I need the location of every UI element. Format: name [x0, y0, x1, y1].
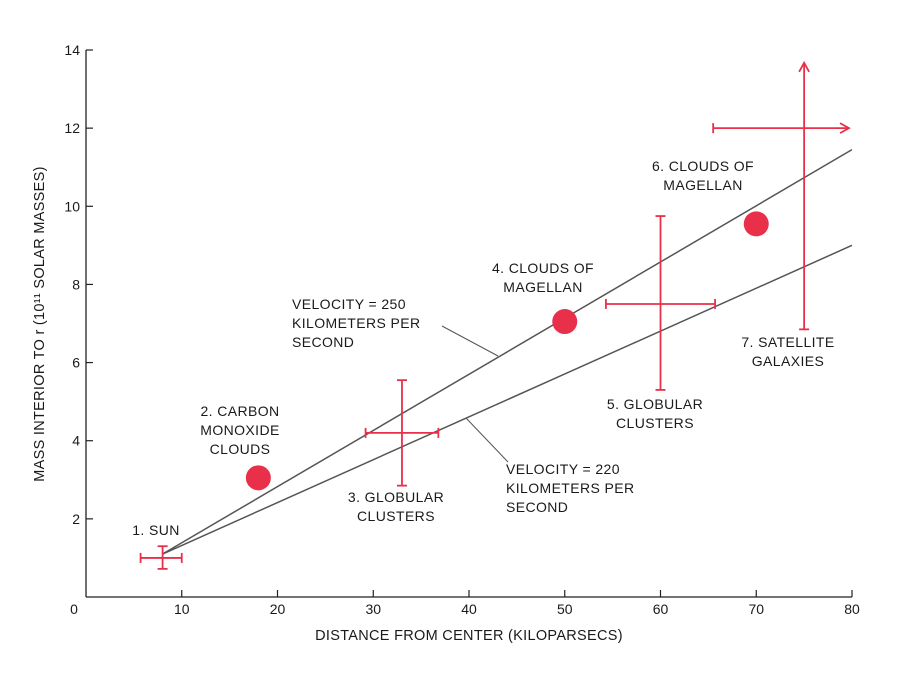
velocity-220-label-line: SECOND: [506, 499, 568, 515]
y-tick-label: 2: [72, 511, 80, 527]
point-4-label: 4. CLOUDS OF MAGELLAN: [492, 260, 594, 295]
annotation-labels: 1. SUN 2. CARBON MONOXIDE CLOUDS 3. GLOBULAR…: [132, 158, 834, 538]
point-4-dot: [552, 309, 578, 335]
y-tick-label: 4: [72, 433, 80, 449]
velocity-220-label-line: KILOMETERS PER: [506, 480, 635, 496]
x-tick-label: 50: [557, 601, 573, 617]
leader-line-250: [441, 325, 499, 357]
point-6-label: 6. CLOUDS OF MAGELLAN: [652, 158, 754, 193]
y-tick-label: 8: [72, 276, 80, 292]
leader-line-220: [465, 417, 509, 463]
data-points: [139, 60, 851, 570]
velocity-lines: [162, 148, 853, 555]
point-2-dot: [245, 465, 271, 491]
velocity-220-label-line: VELOCITY = 220: [506, 461, 620, 477]
velocity-250-label-line: VELOCITY = 250: [292, 296, 406, 312]
y-axis-title: MASS INTERIOR TO r (10¹¹ SOLAR MASSES): [32, 166, 48, 481]
velocity-line-250: [162, 148, 853, 555]
point-5-error-cross: [605, 215, 716, 391]
x-tick-label: 0: [70, 601, 78, 617]
point-2-label-line: MONOXIDE: [200, 422, 279, 438]
point-1-error-cross: [139, 545, 183, 570]
point-7-label: 7. SATELLITE GALAXIES: [741, 334, 834, 369]
point-3-error-cross: [364, 379, 440, 487]
point-3-label: 3. GLOBULAR CLUSTERS: [348, 489, 444, 524]
velocity-line-220: [162, 244, 853, 555]
x-tick-label: 10: [174, 601, 190, 617]
point-2-label: 2. CARBON MONOXIDE CLOUDS: [200, 403, 279, 457]
point-3-label-line: 3. GLOBULAR: [348, 489, 444, 505]
velocity-250-label-line: KILOMETERS PER: [292, 315, 421, 331]
x-tick-label: 30: [365, 601, 381, 617]
y-ticks: 2 4 6 8 10 12 14: [64, 42, 93, 527]
point-1-label-line: 1. SUN: [132, 522, 180, 538]
point-5-label-line: 5. GLOBULAR: [607, 396, 703, 412]
velocity-250-label: VELOCITY = 250 KILOMETERS PER SECOND: [292, 296, 421, 350]
y-tick-label: 6: [72, 355, 80, 371]
point-2-label-line: CLOUDS: [210, 441, 271, 457]
point-7-label-line: 7. SATELLITE: [741, 334, 834, 350]
x-tick-label: 60: [653, 601, 669, 617]
x-tick-label: 80: [844, 601, 860, 617]
point-1-label: 1. SUN: [132, 522, 180, 538]
velocity-250-label-line: SECOND: [292, 334, 354, 350]
y-tick-label: 12: [64, 120, 80, 136]
point-6-label-line: 6. CLOUDS OF: [652, 158, 754, 174]
point-3-label-line: CLUSTERS: [357, 508, 435, 524]
point-4-label-line: 4. CLOUDS OF: [492, 260, 594, 276]
x-tick-label: 20: [270, 601, 286, 617]
point-7-error-cross: [712, 60, 851, 331]
point-7-label-line: GALAXIES: [752, 353, 824, 369]
x-ticks: 0 10 20 30 40 50 60 70 80: [70, 590, 860, 617]
point-2-label-line: 2. CARBON: [200, 403, 279, 419]
point-5-label: 5. GLOBULAR CLUSTERS: [607, 396, 703, 431]
x-tick-label: 70: [748, 601, 764, 617]
point-6-label-line: MAGELLAN: [663, 177, 742, 193]
x-tick-label: 40: [461, 601, 477, 617]
velocity-220-label: VELOCITY = 220 KILOMETERS PER SECOND: [506, 461, 635, 515]
point-6-dot: [743, 211, 769, 237]
point-4-label-line: MAGELLAN: [503, 279, 582, 295]
plot-frame: [85, 50, 852, 598]
x-axis-title: DISTANCE FROM CENTER (KILOPARSECS): [315, 628, 623, 644]
y-tick-label: 10: [64, 198, 80, 214]
y-tick-label: 14: [64, 42, 80, 58]
point-5-label-line: CLUSTERS: [616, 415, 694, 431]
